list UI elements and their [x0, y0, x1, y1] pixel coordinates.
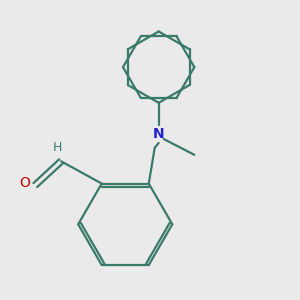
Text: O: O — [19, 176, 30, 190]
Text: H: H — [52, 141, 62, 154]
Text: N: N — [153, 127, 164, 141]
